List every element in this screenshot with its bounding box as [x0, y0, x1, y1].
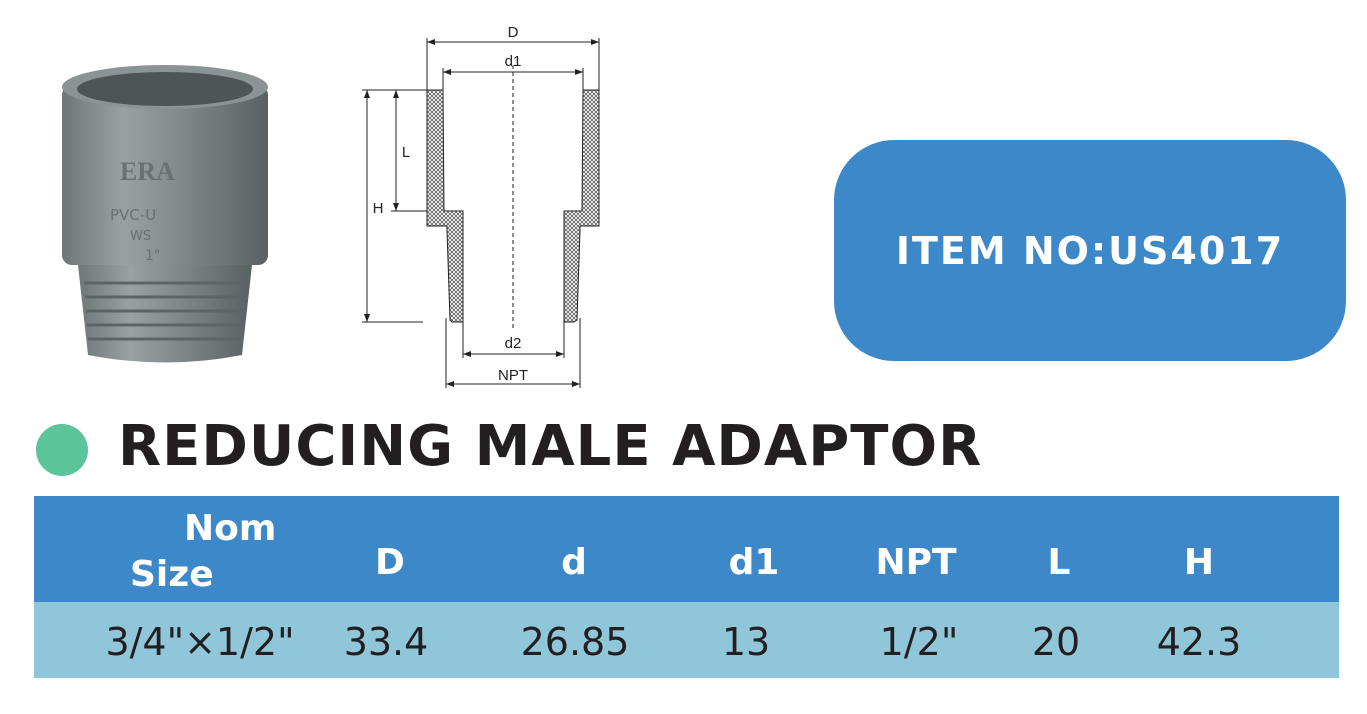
table-header: Nom Size D d d1 NPT L H — [34, 496, 1339, 602]
svg-text:ERA: ERA — [120, 157, 175, 186]
product-title: REDUCING MALE ADAPTOR — [118, 414, 983, 479]
svg-text:PVC-U: PVC-U — [110, 206, 156, 224]
header-d: d — [561, 542, 587, 583]
cell-D: 33.4 — [343, 620, 429, 664]
label-d1: d1 — [505, 53, 522, 70]
dimension-diagram: D d1 L H d2 NPT — [350, 20, 620, 390]
header-nom-size: Nom Size — [130, 508, 277, 595]
header-NPT: NPT — [875, 542, 957, 583]
label-L: L — [402, 144, 410, 161]
label-NPT: NPT — [498, 367, 528, 384]
header-L: L — [1047, 542, 1071, 583]
item-number: ITEM NO:US4017 — [895, 228, 1285, 273]
label-H: H — [373, 200, 384, 217]
item-number-badge: ITEM NO:US4017 — [834, 140, 1346, 361]
label-D: D — [508, 24, 519, 41]
product-photo: ERA PVC-U WS 1" — [50, 55, 280, 375]
svg-text:1": 1" — [145, 248, 160, 264]
header-d1: d1 — [728, 542, 780, 583]
cell-d: 26.85 — [520, 620, 630, 664]
label-d2: d2 — [505, 335, 522, 352]
cell-H: 42.3 — [1156, 620, 1242, 664]
svg-text:WS: WS — [130, 229, 151, 244]
cell-d1: 13 — [721, 620, 771, 664]
spec-table: Nom Size D d d1 NPT L H 3/4"×1/2" 33.4 2… — [34, 496, 1339, 678]
table-row: 3/4"×1/2" 33.4 26.85 13 1/2" 20 42.3 — [34, 602, 1339, 678]
cell-NPT: 1/2" — [879, 620, 959, 664]
cell-nom: 3/4"×1/2" — [105, 620, 295, 664]
header-D: D — [375, 542, 405, 583]
bullet-dot — [36, 424, 88, 476]
cell-L: 20 — [1031, 620, 1081, 664]
header-H: H — [1183, 542, 1215, 583]
